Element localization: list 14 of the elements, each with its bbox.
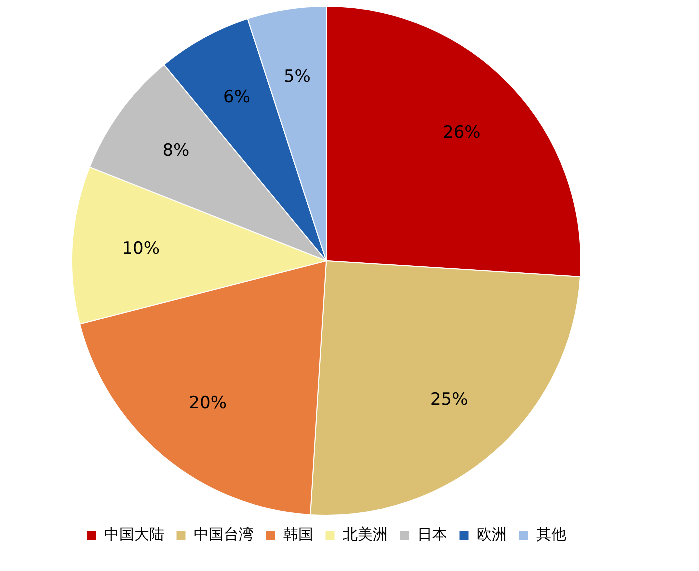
legend-label: 其他 <box>536 525 566 544</box>
legend-label: 中国台湾 <box>194 525 254 544</box>
data-label: 26% <box>443 123 481 144</box>
legend-label: 日本 <box>417 525 448 544</box>
data-label: 6% <box>224 88 250 108</box>
data-label: 8% <box>162 141 190 162</box>
data-label: 25% <box>430 390 468 410</box>
legend-label: 欧洲 <box>476 525 507 544</box>
legend-label: 北美洲 <box>342 525 388 544</box>
data-label: 5% <box>284 66 311 87</box>
legend-label: 韩国 <box>283 525 314 544</box>
data-label: 10% <box>122 238 160 259</box>
legend-label: 中国大陆 <box>104 525 164 544</box>
data-label: 20% <box>189 394 227 414</box>
